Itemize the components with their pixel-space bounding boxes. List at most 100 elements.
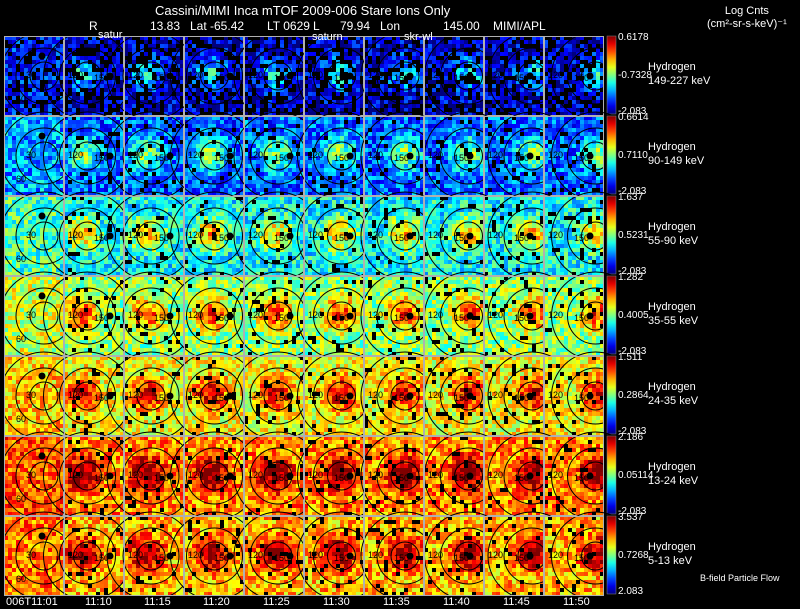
pixel <box>28 172 32 176</box>
pixel <box>552 100 556 104</box>
pixel <box>184 48 188 52</box>
pixel <box>40 164 44 168</box>
pixel <box>236 40 240 44</box>
pixel <box>144 108 148 112</box>
pixel <box>268 124 272 128</box>
pixel <box>224 80 228 84</box>
pixel <box>88 84 92 88</box>
pixel <box>264 188 268 192</box>
pixel <box>8 180 12 184</box>
pixel <box>4 156 8 160</box>
pixel <box>188 100 192 104</box>
pixel <box>460 72 464 76</box>
pixel <box>20 124 24 128</box>
pixel <box>272 92 276 96</box>
pixel <box>488 92 492 96</box>
pixel <box>44 128 48 132</box>
pixel <box>584 88 588 92</box>
pixel <box>488 44 492 48</box>
pixel <box>476 76 480 80</box>
pixel <box>168 132 172 136</box>
pixel <box>188 108 192 112</box>
pixel <box>44 48 48 52</box>
pixel <box>132 180 136 184</box>
pixel <box>316 60 320 64</box>
pixel <box>192 108 196 112</box>
pixel <box>400 56 404 60</box>
pixel <box>324 148 328 152</box>
pixel <box>32 52 36 56</box>
pixel <box>460 92 464 96</box>
pixel <box>136 52 140 56</box>
pixel <box>468 100 472 104</box>
pixel <box>344 88 348 92</box>
pixel <box>116 108 120 112</box>
pixel <box>484 48 488 52</box>
pixel <box>264 72 268 76</box>
pixel <box>352 92 356 96</box>
pixel <box>508 80 512 84</box>
pixel <box>296 108 300 112</box>
pixel <box>4 192 8 196</box>
pixel <box>12 56 16 60</box>
pixel <box>28 56 32 60</box>
pixel <box>44 56 48 60</box>
pixel <box>144 136 148 140</box>
pixel <box>508 104 512 108</box>
pixel <box>144 48 148 52</box>
pixel <box>316 56 320 60</box>
pixel <box>40 192 44 196</box>
pixel <box>328 92 332 96</box>
pixel <box>236 36 240 40</box>
pixel <box>412 108 416 112</box>
pixel <box>256 128 260 132</box>
pixel <box>260 40 264 44</box>
pixel <box>564 112 568 116</box>
pixel <box>188 144 192 148</box>
pixel <box>184 124 188 128</box>
pixel <box>328 36 332 40</box>
pixel <box>28 140 32 144</box>
pixel <box>392 56 396 60</box>
pixel <box>196 116 200 120</box>
pixel <box>388 108 392 112</box>
pixel <box>324 164 328 168</box>
pixel <box>556 60 560 64</box>
pixel <box>216 144 220 148</box>
pixel <box>256 84 260 88</box>
pixel <box>396 84 400 88</box>
pixel <box>484 64 488 68</box>
pixel <box>308 112 312 116</box>
pixel <box>372 88 376 92</box>
pixel <box>480 40 484 44</box>
pixel <box>540 96 544 100</box>
pixel <box>60 148 64 152</box>
pixel <box>400 124 404 128</box>
pixel <box>128 68 132 72</box>
pixel <box>56 136 60 140</box>
pixel <box>124 172 128 176</box>
pixel <box>48 176 52 180</box>
pixel <box>256 180 260 184</box>
pixel <box>360 68 364 72</box>
pixel <box>404 52 408 56</box>
pixel <box>388 120 392 124</box>
pixel <box>576 108 580 112</box>
pixel <box>76 40 80 44</box>
pixel <box>404 80 408 84</box>
pixel <box>48 128 52 132</box>
pixel <box>380 84 384 88</box>
pixel <box>224 168 228 172</box>
pixel <box>284 72 288 76</box>
pixel <box>280 184 284 188</box>
pixel <box>180 108 184 112</box>
pixel <box>188 64 192 68</box>
pixel <box>300 48 304 52</box>
pixel <box>100 124 104 128</box>
pixel <box>80 52 84 56</box>
pixel <box>64 120 68 124</box>
pixel <box>120 76 124 80</box>
pixel <box>152 180 156 184</box>
pixel <box>256 96 260 100</box>
